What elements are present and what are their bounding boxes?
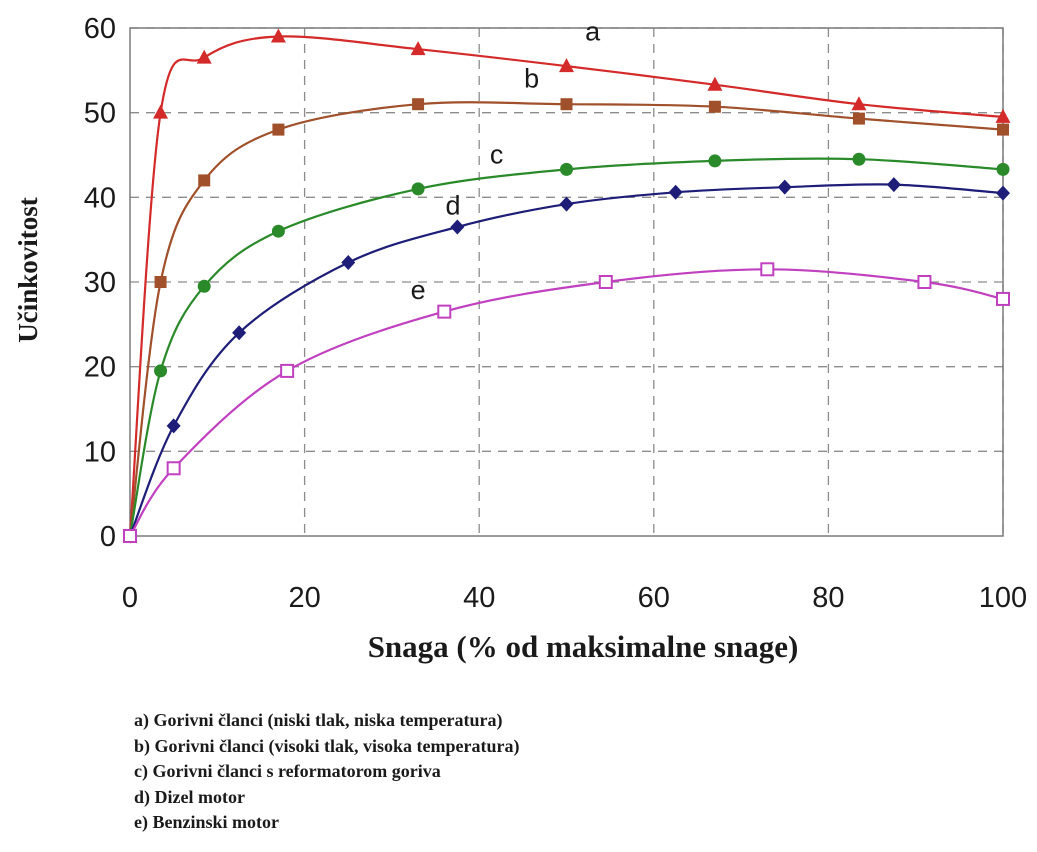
data-point-b — [154, 276, 167, 288]
tick-labels: 0 10 20 30 40 50 60 0 20 40 60 80 100 — [84, 13, 1027, 614]
data-point-a — [410, 41, 426, 56]
data-point-e — [437, 304, 452, 319]
data-point-d — [341, 255, 356, 271]
data-point-b — [997, 123, 1009, 136]
series-markers — [122, 28, 1011, 544]
data-point-e — [598, 275, 613, 289]
x-tick-label: 0 — [122, 582, 138, 614]
curve-label-c: c — [490, 139, 504, 169]
curve-label-e: e — [411, 275, 426, 305]
y-tick-label: 10 — [84, 436, 116, 468]
series-curves — [128, 35, 1004, 537]
legend-item-b: b) Gorivni članci (visoki tlak, visoka t… — [134, 735, 520, 756]
data-point-c — [197, 279, 211, 293]
data-point-b — [708, 100, 721, 113]
y-tick-label: 40 — [84, 182, 116, 214]
legend-item-c: c) Gorivni članci s reformatorom goriva — [134, 761, 441, 781]
data-point-a — [995, 108, 1011, 123]
data-point-d — [166, 418, 181, 434]
data-point-c — [852, 152, 866, 166]
x-tick-label: 100 — [979, 582, 1027, 614]
data-point-c — [708, 154, 722, 168]
efficiency-chart: 0 10 20 30 40 50 60 0 20 40 60 80 100 a b cd e Snaga (%… — [13, 13, 1027, 664]
y-tick-label: 60 — [84, 13, 116, 45]
curve-label-d: d — [445, 190, 460, 220]
data-point-d — [886, 177, 901, 193]
data-point-d — [559, 196, 574, 212]
data-point-b — [272, 123, 285, 136]
data-point-b — [412, 98, 425, 111]
x-tick-label: 40 — [463, 582, 495, 614]
curve-label-a: a — [585, 17, 601, 47]
data-point-e — [917, 275, 932, 289]
y-axis-label: Učinkovitost — [13, 197, 43, 343]
x-tick-label: 20 — [288, 582, 320, 614]
data-point-d — [777, 179, 792, 195]
data-point-c — [154, 364, 168, 378]
data-point-d — [232, 325, 247, 341]
x-tick-label: 60 — [638, 582, 670, 614]
data-point-d — [450, 219, 465, 235]
legend-item-a: a) Gorivni članci (niski tlak, niska tem… — [134, 710, 503, 730]
x-axis-label: Snaga (% od maksimalne snage) — [368, 629, 799, 664]
data-point-e — [280, 363, 295, 378]
series-line-d — [128, 183, 1004, 537]
x-tick-label: 80 — [812, 582, 844, 614]
data-point-a — [153, 104, 169, 119]
y-tick-label: 20 — [84, 352, 116, 384]
data-point-e — [123, 529, 137, 543]
data-point-a — [707, 76, 723, 91]
curve-label-b: b — [524, 63, 539, 93]
data-point-e — [760, 262, 775, 277]
data-point-c — [271, 224, 285, 238]
series-line-c — [128, 157, 1004, 537]
data-point-a — [559, 58, 574, 73]
data-point-c — [560, 162, 573, 176]
plot-frame — [129, 27, 1004, 537]
data-point-c — [996, 162, 1010, 176]
data-point-e — [166, 461, 181, 476]
series-line-e — [129, 268, 1004, 537]
data-point-d — [668, 184, 683, 200]
curve-labels: a b cd e — [411, 17, 602, 305]
axes — [129, 27, 1004, 537]
data-point-e — [996, 291, 1010, 306]
data-point-a — [851, 96, 867, 111]
data-point-c — [411, 182, 425, 196]
y-tick-label: 0 — [100, 521, 116, 553]
data-point-a — [196, 49, 212, 64]
data-point-b — [560, 98, 573, 111]
legend-item-d: d) Dizel motor — [134, 786, 245, 807]
data-point-b — [198, 174, 211, 187]
series-line-a — [128, 35, 1004, 537]
data-point-a — [270, 28, 286, 43]
y-tick-label: 50 — [84, 98, 116, 130]
legend: a) Gorivni članci (niski tlak, niska tem… — [134, 708, 520, 836]
legend-item-e: e) Benzinski motor — [134, 812, 279, 832]
data-point-b — [852, 112, 865, 125]
y-tick-label: 30 — [84, 267, 116, 299]
data-point-d — [996, 185, 1010, 201]
